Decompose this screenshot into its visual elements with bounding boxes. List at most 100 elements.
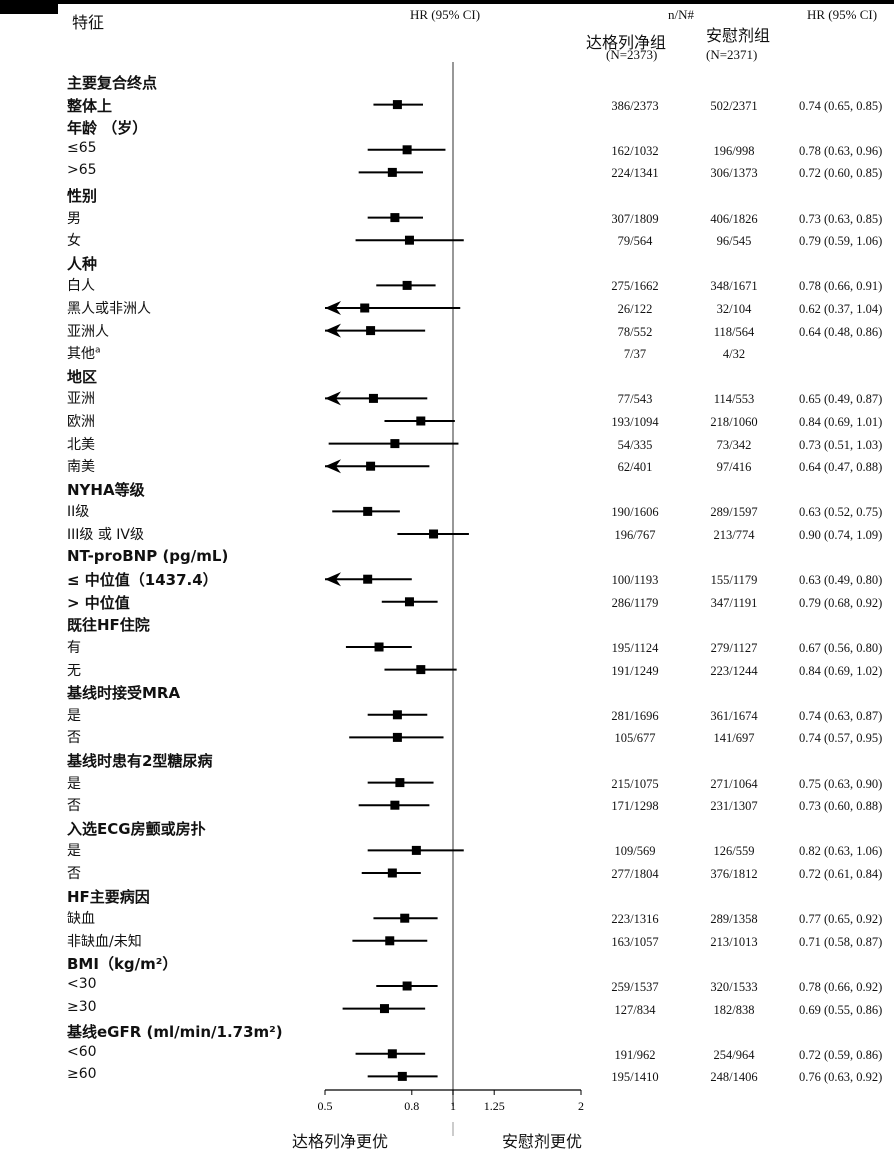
cell-hr-ci: 0.71 (0.58, 0.87) <box>799 934 883 949</box>
header-feature: 特征 <box>72 13 105 32</box>
row-label: 亚洲人 <box>67 323 109 340</box>
x-tick-label: 0.8 <box>404 1099 419 1113</box>
row-group-label: NT-proBNP (pg/mL) <box>67 546 229 565</box>
cell-n-drug: 386/2373 <box>611 98 659 113</box>
row-label: 非缺血/未知 <box>67 933 142 950</box>
hr-point <box>402 280 412 290</box>
cell-n-placebo: 279/1127 <box>710 641 758 655</box>
cell-n-drug: 259/1537 <box>611 980 659 994</box>
row-group-label: 既往HF住院 <box>67 616 150 635</box>
row-label: 否 <box>67 866 81 882</box>
cell-n-placebo: 141/697 <box>713 731 755 746</box>
cell-n-placebo: 231/1307 <box>710 799 758 814</box>
hr-point <box>400 913 410 923</box>
cell-hr-ci: 0.74 (0.57, 0.95) <box>799 731 883 746</box>
hr-point <box>368 393 378 403</box>
hr-point <box>404 235 414 245</box>
row-group-label: 地区 <box>67 367 98 386</box>
hr-point <box>366 461 376 471</box>
hr-point <box>395 778 405 788</box>
cell-hr-ci: 0.67 (0.56, 0.80) <box>799 641 883 655</box>
cell-n-placebo: 406/1826 <box>710 211 758 226</box>
cell-n-placebo: 155/1179 <box>710 573 758 588</box>
header-hr-left: HR (95% CI) <box>410 7 481 22</box>
cell-hr-ci: 0.77 (0.65, 0.92) <box>799 912 883 927</box>
cell-hr-ci: 0.82 (0.63, 1.06) <box>799 844 883 859</box>
cell-n-drug: 163/1057 <box>611 934 659 949</box>
cell-n-placebo: 306/1373 <box>710 166 758 181</box>
cell-hr-ci: 0.64 (0.48, 0.86) <box>799 324 883 339</box>
row-label: 无 <box>67 662 81 679</box>
row-group-label: 整体上 <box>67 96 113 115</box>
hr-point <box>363 506 373 516</box>
favors-drug-label: 达格列净更优 <box>292 1132 389 1151</box>
row-group-label: 基线eGFR (ml/min/1.73m²) <box>67 1023 283 1042</box>
cell-hr-ci: 0.84 (0.69, 1.02) <box>799 663 883 678</box>
cell-hr-ci: 0.90 (0.74, 1.09) <box>799 528 883 542</box>
cell-n-drug: 7/37 <box>623 347 647 362</box>
hr-point <box>416 665 426 675</box>
hr-point <box>402 981 412 991</box>
hr-point <box>416 416 426 426</box>
row-label: 黑人或非洲人 <box>67 301 151 317</box>
cell-n-placebo: 248/1406 <box>710 1070 758 1085</box>
cell-n-placebo: 289/1358 <box>710 912 758 927</box>
hr-point <box>387 167 397 177</box>
row-label: 缺血 <box>67 911 95 928</box>
cell-hr-ci: 0.74 (0.65, 0.85) <box>799 98 883 113</box>
cell-n-drug: 79/564 <box>617 234 653 249</box>
cell-n-placebo: 196/998 <box>713 143 755 158</box>
row-label: ≥30 <box>67 998 97 1015</box>
hr-point <box>360 303 370 313</box>
cell-n-drug: 54/335 <box>617 437 653 452</box>
cell-n-drug: 190/1606 <box>611 505 659 520</box>
row-group-label: > 中位值 <box>67 593 130 612</box>
cell-n-placebo: 502/2371 <box>710 98 758 113</box>
top-border <box>0 0 894 4</box>
row-group-label: 主要复合终点 <box>67 74 158 92</box>
header-nN: n/N# <box>668 7 694 22</box>
row-label: II级 <box>67 504 90 521</box>
cell-hr-ci: 0.74 (0.63, 0.87) <box>799 708 883 723</box>
cell-n-placebo: 361/1674 <box>710 708 758 723</box>
ci-arrow-left <box>325 572 341 587</box>
row-label: ≤65 <box>67 139 97 156</box>
cell-hr-ci: 0.72 (0.61, 0.84) <box>799 867 883 881</box>
hr-point <box>402 145 412 155</box>
row-label: 是 <box>67 843 81 860</box>
hr-point <box>363 574 373 584</box>
cell-n-drug: 191/962 <box>614 1047 656 1062</box>
row-group-label: 基线时患有2型糖尿病 <box>67 752 213 770</box>
row-label: 男 <box>67 210 81 227</box>
hr-point <box>379 1004 389 1014</box>
cell-hr-ci: 0.75 (0.63, 0.90) <box>799 776 883 791</box>
ci-arrow-left <box>325 323 341 338</box>
row-label-footnote: a <box>95 345 101 356</box>
row-label: <30 <box>67 976 97 992</box>
cell-hr-ci: 0.63 (0.49, 0.80) <box>799 573 883 588</box>
row-label: 女 <box>67 233 81 250</box>
header-group-placebo: 安慰剂组 <box>706 26 771 45</box>
row-group-label: HF主要病因 <box>67 887 150 906</box>
cell-n-placebo: 376/1812 <box>710 867 758 881</box>
header-group-drug: 达格列净组 <box>586 33 667 52</box>
cell-n-placebo: 223/1244 <box>710 663 758 678</box>
cell-n-drug: 171/1298 <box>611 799 659 814</box>
cell-n-drug: 26/122 <box>617 302 653 316</box>
cell-n-placebo: 97/416 <box>716 460 752 475</box>
row-label: 亚洲 <box>67 391 95 408</box>
cell-n-drug: 195/1410 <box>611 1070 659 1085</box>
ci-arrow-left <box>325 391 341 406</box>
row-group-label: ≤ 中位值（1437.4） <box>67 571 218 590</box>
row-label: ≥60 <box>67 1066 97 1083</box>
ci-arrow-left <box>325 301 341 315</box>
cell-n-placebo: 32/104 <box>716 302 752 316</box>
hr-point <box>392 100 402 110</box>
cell-hr-ci: 0.69 (0.55, 0.86) <box>799 1002 883 1017</box>
cell-hr-ci: 0.76 (0.63, 0.92) <box>799 1070 883 1085</box>
cell-hr-ci: 0.73 (0.60, 0.88) <box>799 799 883 814</box>
cell-hr-ci: 0.72 (0.60, 0.85) <box>799 166 883 181</box>
cell-n-drug: 277/1804 <box>611 867 659 881</box>
cell-hr-ci: 0.64 (0.47, 0.88) <box>799 460 883 475</box>
cell-hr-ci: 0.79 (0.68, 0.92) <box>799 595 883 610</box>
